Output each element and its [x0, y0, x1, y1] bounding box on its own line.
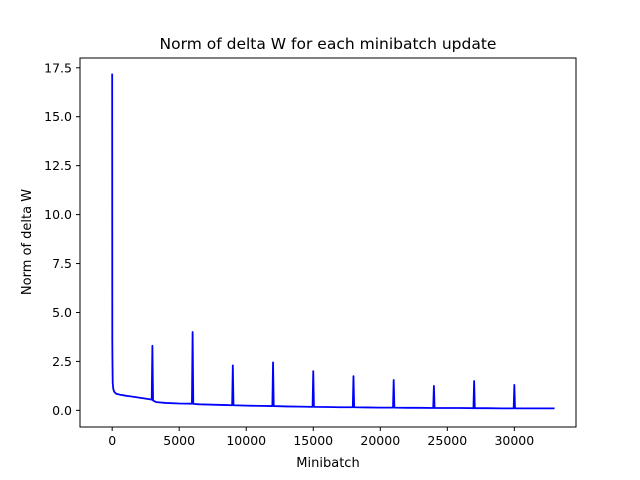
x-tick-label: 15000	[293, 433, 333, 448]
y-tick-label: 12.5	[44, 158, 72, 173]
x-tick-label: 10000	[226, 433, 266, 448]
y-tick-label: 0.0	[52, 403, 72, 418]
y-tick-label: 5.0	[52, 305, 72, 320]
y-tick-label: 15.0	[44, 109, 72, 124]
x-tick-label: 5000	[163, 433, 195, 448]
x-tick-label: 25000	[427, 433, 467, 448]
plot-area	[111, 73, 555, 410]
axes-frame	[79, 57, 577, 428]
x-tick-label: 20000	[360, 433, 400, 448]
x-tick-label: 0	[108, 433, 116, 448]
y-axis-label: Norm of delta W	[20, 189, 35, 295]
x-axis-ticks: 0 5000 10000 15000 20000 25000 30000	[108, 427, 534, 448]
x-axis-label: Minibatch	[296, 456, 359, 471]
y-tick-label: 2.5	[52, 354, 72, 369]
y-axis-ticks: 0.0 2.5 5.0 7.5 10.0 12.5 15.0 17.5	[44, 60, 80, 418]
chart-title: Norm of delta W for each minibatch updat…	[160, 35, 497, 53]
y-tick-label: 7.5	[52, 256, 72, 271]
x-tick-label: 30000	[494, 433, 534, 448]
y-tick-label: 10.0	[44, 207, 72, 222]
series-line-0	[111, 73, 555, 410]
y-tick-label: 17.5	[44, 60, 72, 75]
